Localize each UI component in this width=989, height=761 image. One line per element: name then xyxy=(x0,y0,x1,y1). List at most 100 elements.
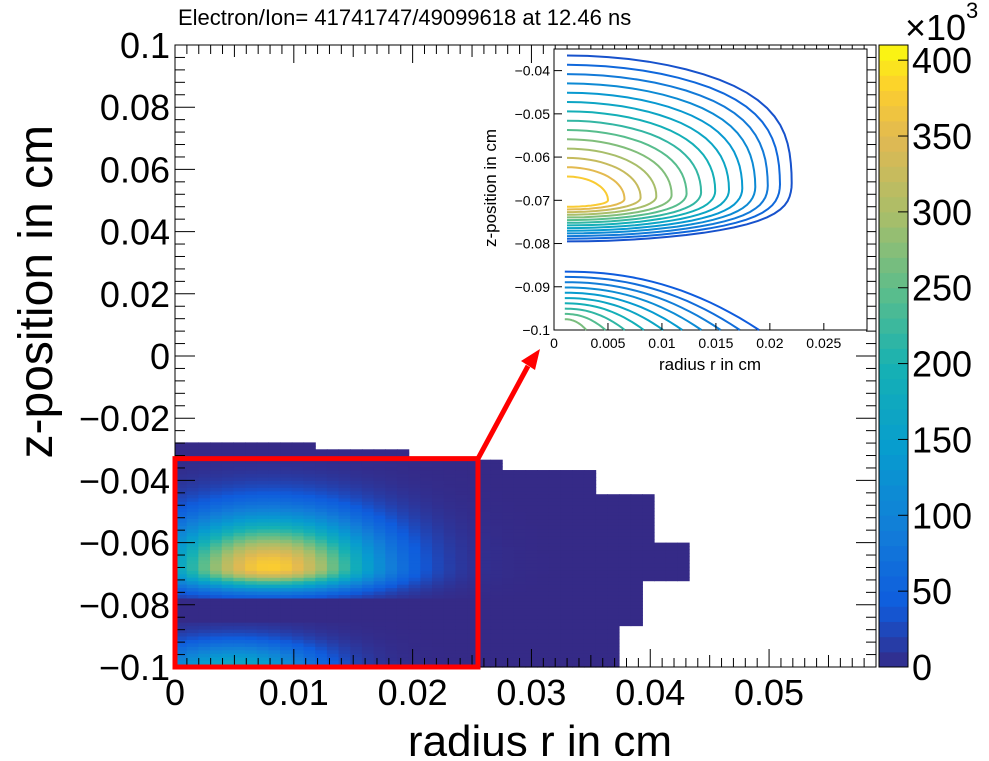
heatmap-bin xyxy=(210,559,223,564)
heatmap-bin xyxy=(361,449,375,454)
heatmap-bin xyxy=(210,580,223,585)
heatmap-bin xyxy=(221,518,235,523)
heatmap-bin xyxy=(198,445,211,450)
heatmap-bin xyxy=(467,473,480,478)
heatmap-bin xyxy=(361,580,375,585)
heatmap-bin xyxy=(303,601,316,606)
heatmap-bin xyxy=(443,552,456,558)
heatmap-bin xyxy=(548,577,562,582)
heatmap-bin xyxy=(525,470,538,475)
heatmap-bin xyxy=(443,587,456,592)
heatmap-bin xyxy=(198,580,211,585)
heatmap-bin xyxy=(525,525,538,530)
heatmap-bin xyxy=(326,604,340,609)
heatmap-bin xyxy=(256,563,270,568)
heatmap-bin xyxy=(396,590,410,596)
heatmap-bin xyxy=(548,625,562,630)
heatmap-bin xyxy=(175,646,188,651)
main-axes: 0 0.01 0.02 0.03 0.04 0.05−0.1−0.08−0.06−0.04… xyxy=(79,25,876,713)
heatmap-bin xyxy=(513,556,527,561)
heatmap-bin xyxy=(186,608,199,613)
heatmap-bin xyxy=(537,487,550,492)
heatmap-bin xyxy=(385,452,398,457)
heatmap-bin xyxy=(280,594,293,599)
heatmap-bin xyxy=(490,615,503,620)
heatmap-bin xyxy=(455,577,468,582)
heatmap-bin xyxy=(408,470,421,475)
heatmap-bin xyxy=(654,563,667,568)
heatmap-bin xyxy=(607,604,620,609)
heatmap-bin xyxy=(198,518,211,523)
heatmap-bin xyxy=(513,597,527,602)
heatmap-bin xyxy=(210,632,223,637)
heatmap-bin xyxy=(256,584,270,589)
heatmap-bin xyxy=(221,604,235,609)
heatmap-bin xyxy=(560,490,573,495)
heatmap-bin xyxy=(490,566,503,571)
heatmap-bin xyxy=(467,590,480,596)
heatmap-bin xyxy=(432,642,445,647)
heatmap-bin xyxy=(268,573,281,578)
heatmap-bin xyxy=(245,566,258,571)
heatmap-bin xyxy=(396,549,410,554)
heatmap-bin xyxy=(221,580,235,585)
heatmap-bin xyxy=(467,649,480,654)
heatmap-bin xyxy=(420,525,433,530)
heatmap-bin xyxy=(198,625,211,630)
heatmap-bin xyxy=(291,601,305,606)
colorbar-tick-label: 100 xyxy=(912,495,972,536)
heatmap-bin xyxy=(572,501,585,506)
heatmap-bin xyxy=(560,549,573,554)
heatmap-bin xyxy=(256,508,270,513)
heatmap-bin xyxy=(537,642,550,647)
heatmap-bin xyxy=(478,459,492,464)
heatmap-bin xyxy=(618,494,632,499)
heatmap-bin xyxy=(245,487,258,492)
heatmap-bin xyxy=(338,546,351,551)
heatmap-bin xyxy=(478,508,492,513)
heatmap-bin xyxy=(326,539,340,544)
heatmap-bin xyxy=(595,656,608,661)
heatmap-bin xyxy=(525,580,538,585)
heatmap-bin xyxy=(350,642,363,647)
heatmap-bin xyxy=(478,476,492,481)
heatmap-bin xyxy=(618,552,632,558)
heatmap-bin xyxy=(548,470,562,475)
heatmap-bin xyxy=(338,597,351,602)
heatmap-bin xyxy=(630,580,643,585)
heatmap-bin xyxy=(572,615,585,620)
heatmap-bin xyxy=(280,459,293,464)
heatmap-bin xyxy=(502,611,515,616)
heatmap-bin xyxy=(665,570,678,575)
heatmap-bin xyxy=(175,532,188,537)
heatmap-bin xyxy=(443,518,456,523)
heatmap-bin xyxy=(618,622,632,627)
heatmap-bin xyxy=(186,590,199,596)
heatmap-bin xyxy=(221,511,235,516)
colorbar-segment xyxy=(879,227,908,243)
heatmap-bin xyxy=(420,473,433,478)
heatmap-bin xyxy=(326,549,340,554)
y-tick-label: 0.1 xyxy=(120,25,170,66)
heatmap-bin xyxy=(443,594,456,599)
heatmap-bin xyxy=(303,642,316,647)
heatmap-bin xyxy=(443,608,456,613)
heatmap-bin xyxy=(291,597,305,602)
heatmap-bin xyxy=(361,546,375,551)
heatmap-bin xyxy=(315,508,328,513)
colorbar-segment xyxy=(879,530,908,547)
heatmap-bin xyxy=(408,514,421,520)
colorbar-segment xyxy=(879,75,908,92)
heatmap-bin xyxy=(490,632,503,637)
heatmap-bin xyxy=(455,476,468,481)
heatmap-bin xyxy=(198,549,211,554)
heatmap-bin xyxy=(420,539,433,544)
colorbar-segment xyxy=(879,211,908,228)
heatmap-bin xyxy=(315,660,328,665)
y-tick-label: 0.06 xyxy=(100,149,170,190)
heatmap-bin xyxy=(198,642,211,647)
heatmap-bin xyxy=(315,452,328,457)
heatmap-bin xyxy=(548,608,562,613)
heatmap-bin xyxy=(490,494,503,499)
heatmap-bin xyxy=(210,552,223,558)
